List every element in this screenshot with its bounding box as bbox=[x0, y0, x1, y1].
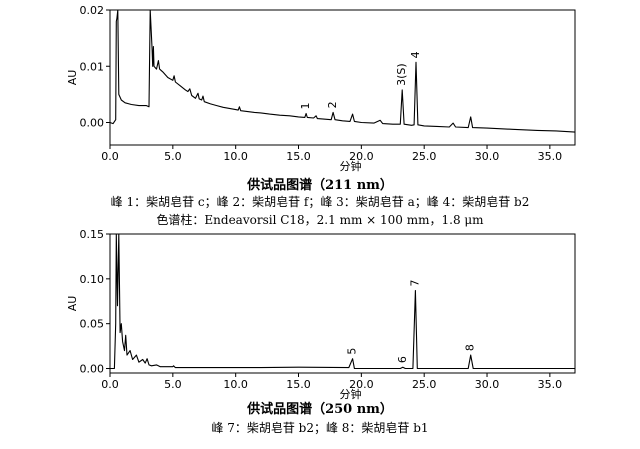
y-tick-label: 0.15 bbox=[80, 228, 105, 241]
peak-label: 6 bbox=[396, 356, 409, 363]
x-tick-label: 5.0 bbox=[164, 378, 182, 391]
x-tick-label: 35.0 bbox=[538, 378, 563, 391]
peak-label: 7 bbox=[408, 279, 421, 286]
peak-label: 2 bbox=[326, 101, 339, 108]
x-tick-label: 15.0 bbox=[286, 378, 311, 391]
peak-label: 1 bbox=[299, 103, 312, 110]
y-axis-label: AU bbox=[66, 296, 79, 312]
peak-label: 4 bbox=[409, 51, 422, 58]
chromatogram-211nm: 0.0 5.0 10.0 15.0 20.0 25.0 30.0 35.0 0.00 0.01 0.… bbox=[66, 4, 576, 173]
peak-legend-211nm: 峰 1：柴胡皂苷 c；峰 2：柴胡皂苷 f；峰 3：柴胡皂苷 a；峰 4：柴胡皂… bbox=[110, 195, 530, 209]
y-tick-label: 0.00 bbox=[80, 117, 105, 130]
chart-title-250nm: 供试品图谱（250 nm） bbox=[247, 402, 393, 417]
x-tick-label: 10.0 bbox=[223, 150, 248, 163]
chromatogram-250nm: 0.0 5.0 10.0 15.0 20.0 25.0 30.0 35.0 0.00 0.05 0.… bbox=[66, 228, 576, 401]
column-info: 色谱柱：Endeavorsil C18，2.1 mm × 100 mm，1.8 … bbox=[156, 213, 484, 227]
y-tick-label: 0.00 bbox=[80, 363, 105, 376]
y-tick-label: 0.02 bbox=[80, 4, 105, 17]
x-axis-label: 分钟 bbox=[340, 159, 362, 173]
x-tick-label: 35.0 bbox=[538, 150, 563, 163]
x-tick-label: 10.0 bbox=[223, 378, 248, 391]
trace-line bbox=[109, 9, 576, 133]
y-tick-label: 0.10 bbox=[80, 273, 105, 286]
x-tick-label: 0.0 bbox=[101, 378, 119, 391]
x-tick-label: 0.0 bbox=[101, 150, 119, 163]
x-tick-label: 20.0 bbox=[349, 378, 374, 391]
x-tick-label: 25.0 bbox=[412, 150, 437, 163]
trace-line bbox=[110, 233, 575, 370]
x-tick-label: 15.0 bbox=[286, 150, 311, 163]
peak-label: 3(S) bbox=[395, 63, 408, 86]
y-tick-label: 0.01 bbox=[80, 60, 105, 73]
y-axis-label: AU bbox=[66, 70, 79, 86]
x-tick-label: 30.0 bbox=[475, 150, 500, 163]
plot-frame-211nm bbox=[109, 9, 576, 146]
peak-legend-250nm: 峰 7：柴胡皂苷 b2；峰 8：柴胡皂苷 b1 bbox=[211, 421, 429, 435]
peak-label: 8 bbox=[464, 344, 477, 351]
x-tick-label: 25.0 bbox=[412, 378, 437, 391]
x-tick-label: 20.0 bbox=[349, 150, 374, 163]
x-tick-label: 30.0 bbox=[475, 378, 500, 391]
x-axis-label: 分钟 bbox=[340, 387, 362, 401]
plot-frame-250nm bbox=[109, 233, 576, 374]
x-tick-label: 5.0 bbox=[164, 150, 182, 163]
peak-label: 5 bbox=[346, 348, 359, 355]
chart-title-211nm: 供试品图谱（211 nm） bbox=[247, 178, 393, 193]
y-tick-label: 0.05 bbox=[80, 318, 105, 331]
